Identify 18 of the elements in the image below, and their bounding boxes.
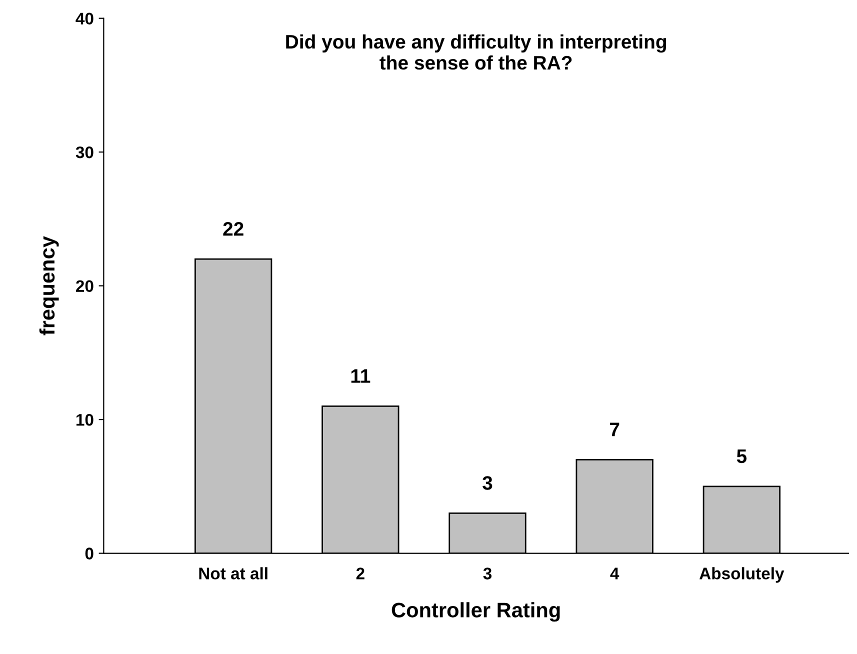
y-tick-label: 20 (76, 280, 94, 292)
x-tick-label: 3 (483, 568, 492, 580)
x-axis-title: Controller Rating (392, 602, 560, 622)
data-label: 11 (351, 369, 370, 383)
data-label: 5 (736, 450, 747, 464)
x-tick-label: 4 (610, 568, 620, 580)
data-label: 22 (223, 222, 244, 236)
data-label: 3 (482, 476, 492, 490)
y-tick-label: 30 (76, 146, 94, 158)
y-axis-title: frequency (39, 236, 59, 336)
x-tick-label: Not at all (199, 567, 268, 580)
y-tick-label: 10 (76, 414, 94, 426)
y-tick-label: 40 (76, 12, 94, 25)
x-tick-label: 2 (356, 568, 364, 580)
text: Did you have any difficulty in interpreting the sense of the RA? (286, 34, 666, 70)
x-tick-label: Absolutely (699, 567, 784, 583)
data-label: 7 (610, 422, 620, 436)
y-tick-label: 0 (85, 548, 94, 560)
